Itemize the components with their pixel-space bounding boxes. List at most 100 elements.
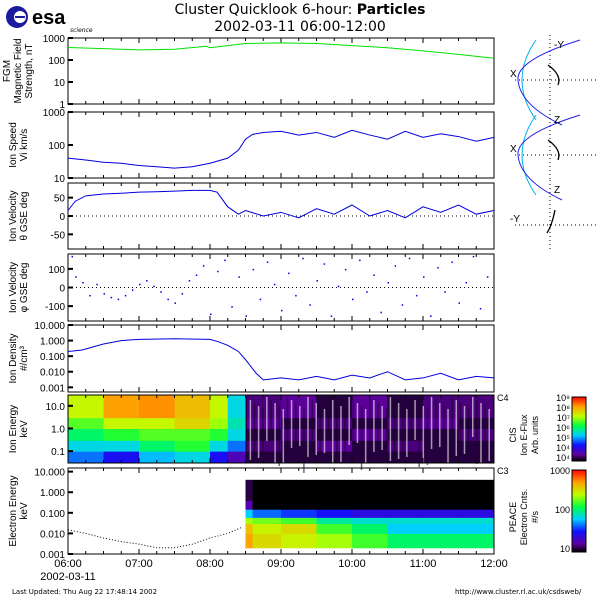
heatmap-stripe [418, 403, 420, 467]
heatmap-stripe [299, 406, 301, 446]
heatmap-cell [174, 440, 211, 452]
heatmap-cell [252, 500, 282, 510]
heatmap-stripe [336, 403, 338, 463]
data-point [394, 265, 397, 267]
data-point [89, 294, 91, 297]
heatmap-stripe [467, 409, 470, 453]
data-point [451, 261, 453, 263]
data-point [401, 304, 404, 306]
y-axis-label: Ion Density [8, 333, 19, 383]
logo-subtext: science [70, 27, 93, 34]
heatmap-cell [103, 451, 140, 464]
heatmap-cell [316, 509, 353, 518]
y-axis-label: Ion Velocity [8, 190, 19, 241]
x-tick-label: 11:00 [410, 558, 437, 570]
y-tick-label: 1.000 [40, 337, 65, 348]
series-theta [67, 189, 495, 219]
data-point [323, 263, 326, 265]
x-axis-date: 2002-03-11 [40, 571, 95, 583]
series-density [67, 338, 495, 381]
footer-url[interactable]: http://www.cluster.rl.ac.uk/csdsweb/ [455, 588, 582, 596]
y-axis-label: Ion Velocity [8, 262, 19, 313]
spacecraft-track [547, 139, 560, 161]
title-bold: Particles [356, 2, 426, 18]
heatmap-cell [174, 451, 211, 464]
colorbar-title: PEACE [508, 502, 518, 533]
y-tick-label: -50 [51, 230, 66, 241]
colorbar-tick-label: 10 [560, 544, 570, 554]
heatmap-cell [316, 395, 353, 419]
y-tick-label: 0 [59, 212, 65, 223]
heatmap-stripe [434, 400, 437, 448]
data-point [139, 283, 141, 286]
heatmap-cell [387, 517, 424, 525]
heatmap-stripe [476, 400, 478, 464]
heatmap-stripe [447, 409, 449, 473]
heatmap-stripe [463, 406, 466, 454]
x-tick-label: 12:00 [480, 558, 508, 570]
heatmap-stripe [381, 406, 383, 450]
data-point [231, 306, 233, 308]
data-point [103, 293, 105, 295]
data-point [486, 276, 489, 278]
colorbar-tick-label: 100 [555, 505, 570, 515]
y-axis-label: φ GSE deg [19, 263, 30, 313]
heatmap-cell [139, 440, 175, 452]
heatmap-cell [281, 517, 317, 525]
data-point [124, 294, 127, 297]
orbit-p1: X -Y [510, 35, 598, 126]
heatmap-cell [174, 417, 211, 429]
orbit-h-label: X [510, 69, 517, 80]
y-axis-label: Magnetic Field [13, 38, 24, 103]
heatmap-cell [281, 479, 317, 501]
spacecraft-track [546, 209, 556, 234]
data-point [71, 255, 74, 258]
data-point [288, 272, 290, 275]
heatmap-stripe [290, 400, 293, 448]
heatmap-cell [281, 500, 317, 510]
heatmap-stripe [385, 409, 388, 449]
heatmap-stripe [249, 400, 252, 460]
data-point [75, 276, 77, 278]
heatmap-cell [316, 517, 353, 525]
title-prefix: Cluster Quicklook 6-hour: [174, 2, 357, 18]
data-point [330, 315, 333, 317]
data-point [408, 257, 411, 260]
y-axis-label: θ GSE deg [19, 192, 30, 241]
heatmap-cell [281, 440, 317, 452]
heatmap-stripe [319, 406, 322, 454]
heatmap-stripe [422, 406, 425, 466]
heatmap-cell [458, 517, 495, 525]
data-point [423, 276, 425, 278]
heatmap-cell [227, 451, 246, 464]
data-point [110, 296, 113, 299]
heatmap-cell [227, 395, 246, 419]
heatmap-stripe [245, 397, 247, 461]
esa-logo[interactable]: esa science [4, 3, 93, 35]
colorbar-tick-label: 10⁹ [556, 393, 570, 403]
heatmap-stripe [348, 397, 350, 445]
data-point [316, 280, 318, 282]
y-tick-label: 1.0 [51, 424, 65, 435]
heatmap-cell [423, 500, 459, 510]
heatmap-stripe [439, 403, 441, 447]
heatmap-cell [387, 523, 424, 534]
heatmap-stripe [270, 400, 272, 440]
y-axis-label: FGM [2, 60, 13, 82]
heatmap-stripe [331, 400, 334, 464]
heatmap-cell [210, 417, 229, 429]
heatmap-cell [458, 509, 495, 518]
heatmap-cell [423, 533, 459, 549]
y-tick-label: 10 [54, 174, 66, 185]
y-tick-label: 0.1 [51, 447, 65, 458]
data-point [96, 283, 98, 286]
heatmap-cell [139, 451, 175, 464]
spacecraft-label: C4 [497, 393, 509, 403]
spacecraft-label: C3 [497, 466, 509, 476]
heatmap-cell [458, 533, 495, 549]
orbit-v-label: Z [554, 115, 560, 126]
heatmap-cell [281, 533, 317, 549]
orbit-h-label: -Y [510, 214, 520, 225]
heatmap-stripe [274, 403, 276, 467]
colorbar-tick-label: 10⁴ [556, 443, 570, 453]
